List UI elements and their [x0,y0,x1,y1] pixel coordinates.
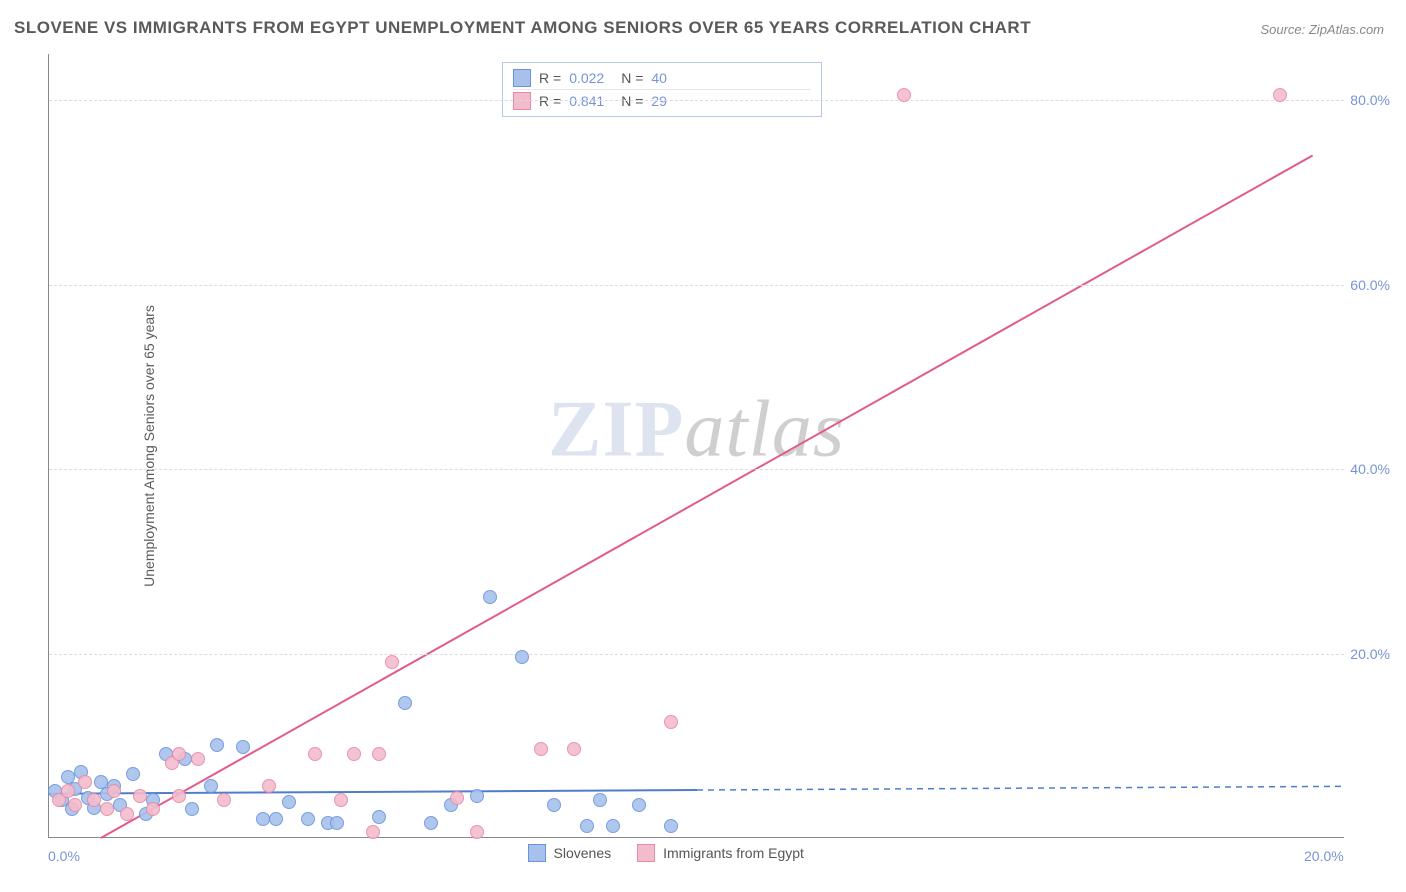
data-point [126,767,140,781]
data-point [664,715,678,729]
legend-row: R = 0.022 N = 40 [513,67,811,89]
legend-item: Immigrants from Egypt [637,844,804,862]
y-tick-label: 80.0% [1350,92,1390,108]
data-point [632,798,646,812]
data-point [100,802,114,816]
data-point [68,798,82,812]
gridline [49,100,1344,101]
data-point [107,784,121,798]
data-point [172,789,186,803]
n-value: 40 [651,70,695,86]
trend-line [101,155,1313,838]
data-point [385,655,399,669]
data-point [330,816,344,830]
gridline [49,469,1344,470]
data-point [78,775,92,789]
data-point [210,738,224,752]
legend-swatch [637,844,655,862]
data-point [204,779,218,793]
legend-label: Immigrants from Egypt [663,845,804,861]
x-tick-label: 0.0% [48,848,80,864]
data-point [483,590,497,604]
data-point [470,825,484,839]
data-point [567,742,581,756]
data-point [897,88,911,102]
plot-area: ZIPatlas R =0.022N =40R =0.841N =29 [48,54,1344,838]
legend-item: Slovenes [528,844,612,862]
y-tick-label: 60.0% [1350,277,1390,293]
data-point [269,812,283,826]
data-point [470,789,484,803]
data-point [515,650,529,664]
y-tick-label: 20.0% [1350,646,1390,662]
chart-title: SLOVENE VS IMMIGRANTS FROM EGYPT UNEMPLO… [14,18,1031,38]
source-attribution: Source: ZipAtlas.com [1260,22,1384,37]
data-point [133,789,147,803]
gridline [49,285,1344,286]
trend-line-dashed [697,786,1345,790]
legend-swatch [513,69,531,87]
data-point [301,812,315,826]
data-point [347,747,361,761]
data-point [185,802,199,816]
data-point [664,819,678,833]
legend-swatch [528,844,546,862]
trend-lines [49,54,1344,837]
data-point [282,795,296,809]
data-point [262,779,276,793]
data-point [372,747,386,761]
series-legend: Slovenes Immigrants from Egypt [528,844,804,862]
r-value: 0.022 [569,70,613,86]
data-point [372,810,386,824]
data-point [534,742,548,756]
data-point [146,802,160,816]
data-point [308,747,322,761]
data-point [61,784,75,798]
data-point [1273,88,1287,102]
y-tick-label: 40.0% [1350,461,1390,477]
data-point [172,747,186,761]
data-point [334,793,348,807]
data-point [366,825,380,839]
data-point [87,793,101,807]
data-point [606,819,620,833]
data-point [191,752,205,766]
data-point [256,812,270,826]
data-point [236,740,250,754]
data-point [398,696,412,710]
data-point [424,816,438,830]
data-point [593,793,607,807]
x-tick-label: 20.0% [1304,848,1344,864]
gridline [49,654,1344,655]
data-point [120,807,134,821]
data-point [450,791,464,805]
data-point [217,793,231,807]
legend-label: Slovenes [554,845,612,861]
correlation-legend: R =0.022N =40R =0.841N =29 [502,62,822,117]
data-point [547,798,561,812]
n-label: N = [621,70,643,86]
r-label: R = [539,70,561,86]
data-point [580,819,594,833]
